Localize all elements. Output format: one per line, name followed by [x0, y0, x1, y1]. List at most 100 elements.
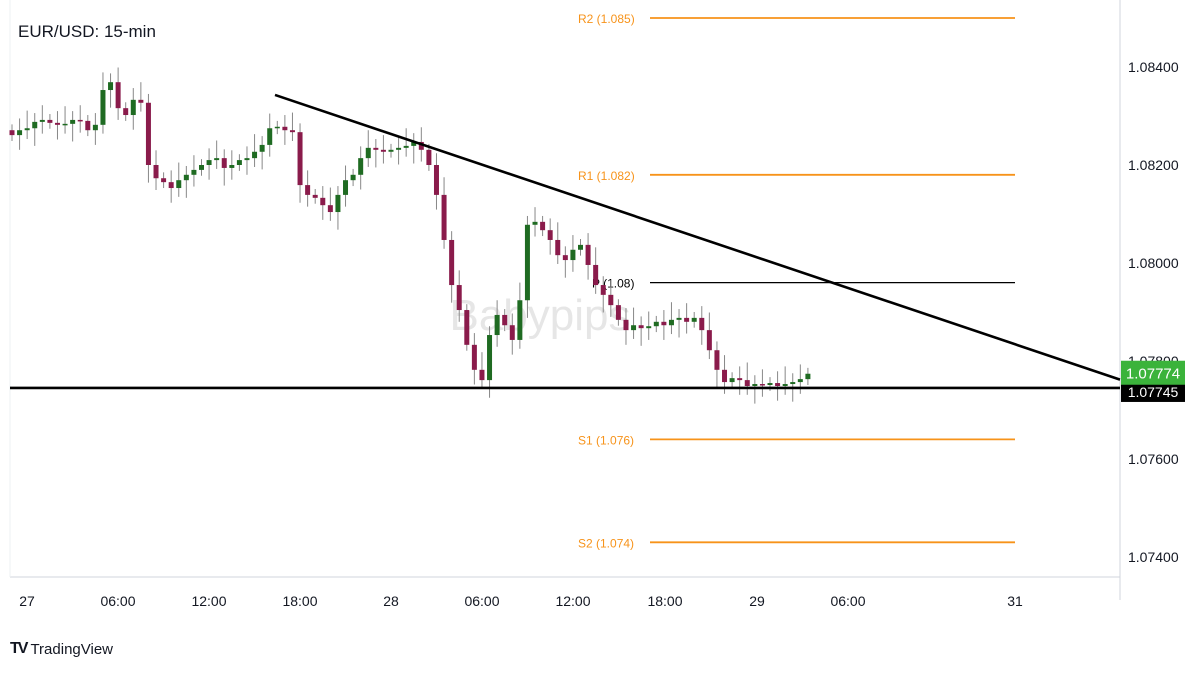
candle-body	[631, 325, 637, 331]
x-tick-label: 18:00	[647, 593, 682, 609]
candle-body	[153, 165, 159, 179]
candle-body	[54, 122, 60, 125]
candle-body	[358, 158, 364, 175]
candle-body	[320, 197, 326, 206]
support-price-badge	[1121, 381, 1185, 402]
candle-body	[759, 384, 765, 386]
candle-body	[676, 317, 682, 320]
candle-body	[706, 330, 712, 351]
candle-body	[479, 369, 485, 381]
candle-body	[562, 255, 568, 261]
candle-body	[229, 165, 235, 168]
pivot-label: S1 (1.076)	[578, 433, 634, 447]
candle-body	[433, 165, 439, 195]
pivot-label: R1 (1.082)	[578, 169, 635, 183]
candle-body	[77, 119, 83, 122]
candle-body	[85, 120, 91, 131]
candle-body	[327, 205, 333, 213]
x-tick-label: 12:00	[555, 593, 590, 609]
candle-body	[494, 314, 500, 336]
candle-body	[289, 130, 295, 133]
candle-body	[168, 182, 174, 189]
candle-body	[729, 378, 735, 383]
candle-body	[509, 325, 515, 340]
candle-body	[744, 380, 750, 386]
candle-body	[456, 285, 462, 311]
candle-body	[797, 379, 803, 383]
candle-body	[92, 124, 98, 131]
candle-body	[752, 384, 758, 386]
candle-body	[487, 335, 493, 381]
candle-body	[699, 317, 705, 331]
candle-body	[305, 185, 311, 195]
candle-body	[17, 130, 23, 136]
candle-body	[502, 314, 508, 326]
x-tick-label: 06:00	[100, 593, 135, 609]
candle-body	[684, 317, 690, 322]
candle-body	[767, 383, 773, 386]
candle-body	[191, 169, 197, 175]
candle-body	[585, 244, 591, 265]
candle-body	[39, 119, 45, 122]
candle-body	[199, 165, 204, 170]
candle-body	[403, 145, 409, 148]
candle-body	[668, 319, 674, 326]
candle-body	[161, 178, 167, 183]
candle-body	[24, 128, 30, 131]
candle-body	[426, 149, 432, 165]
tradingview-logo-icon: TV	[10, 640, 29, 657]
tradingview-branding[interactable]: TV TradingView	[10, 640, 113, 658]
candle-body	[722, 369, 728, 383]
last-price-label: 1.07774	[1126, 366, 1180, 383]
candle-body	[517, 300, 523, 340]
candle-body	[343, 180, 349, 195]
x-tick-label: 06:00	[830, 593, 865, 609]
candle-body	[661, 321, 667, 326]
y-tick-label: 1.07400	[1128, 549, 1179, 565]
candle-body	[646, 326, 652, 329]
candle-body	[623, 319, 629, 331]
candle-body	[570, 249, 576, 261]
candle-body	[335, 194, 341, 213]
candle-body	[9, 130, 15, 136]
candle-body	[441, 194, 447, 240]
x-tick-label: 06:00	[464, 593, 499, 609]
candle-body	[540, 221, 546, 231]
candle-body	[70, 119, 76, 124]
candle-body	[615, 305, 621, 320]
candle-body	[691, 317, 697, 322]
candle-body	[532, 221, 538, 225]
candle-body	[350, 174, 356, 181]
y-tick-label: 1.08400	[1128, 59, 1179, 75]
candle-body	[411, 141, 417, 146]
candle-body	[252, 151, 258, 159]
candle-body	[138, 99, 144, 103]
candle-body	[790, 382, 796, 385]
pivot-label: S2 (1.074)	[578, 536, 634, 550]
candle-body	[145, 102, 151, 165]
tradingview-label: TradingView	[30, 640, 113, 658]
candle-body	[380, 149, 386, 152]
candle-body	[578, 244, 583, 250]
candle-body	[214, 158, 220, 161]
x-tick-label: 18:00	[282, 593, 317, 609]
x-tick-label: 28	[383, 593, 399, 609]
candle-body	[365, 147, 371, 159]
y-tick-label: 1.08200	[1128, 157, 1179, 173]
trendline	[274, 93, 1121, 381]
candle-body	[123, 108, 129, 116]
pivot-label: P (1.08)	[592, 277, 634, 291]
candle-body	[782, 384, 788, 386]
candle-body	[115, 82, 121, 109]
candle-body	[312, 194, 318, 198]
chart-title: EUR/USD: 15-min	[18, 22, 156, 41]
candle-body	[244, 158, 250, 161]
candle-body	[555, 239, 561, 256]
candle-body	[221, 158, 227, 168]
candle-body	[524, 224, 530, 301]
candle-body	[471, 344, 477, 370]
candle-body	[593, 264, 599, 286]
candle-body	[418, 141, 424, 150]
last-price-badge	[1121, 360, 1185, 385]
